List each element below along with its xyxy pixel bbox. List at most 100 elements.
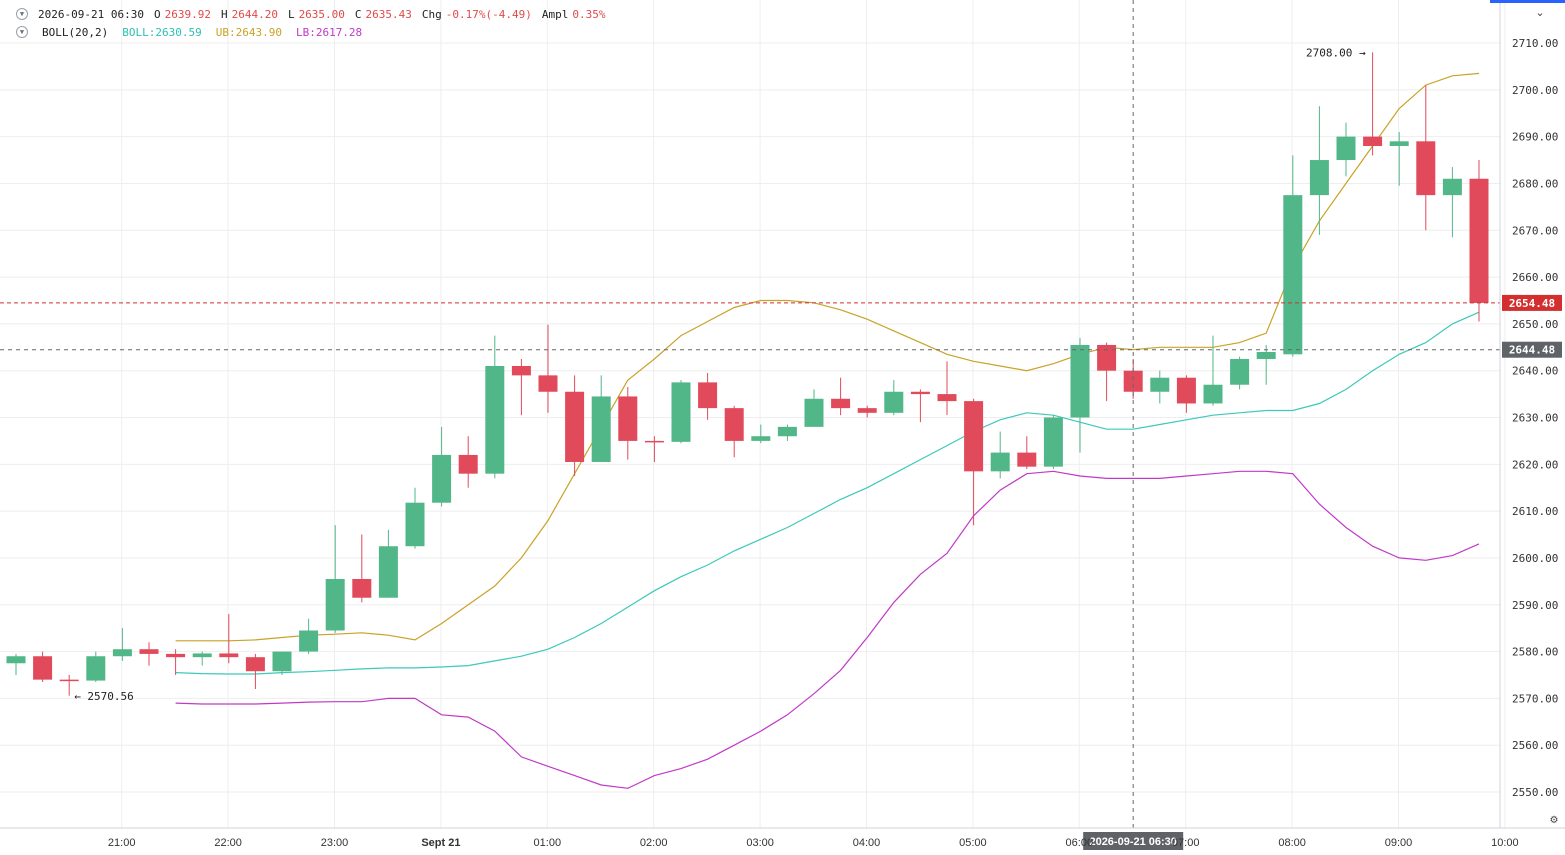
candle-up (1309, 106, 1329, 235)
x-tick-label: 05:00 (959, 837, 987, 849)
candle-body (618, 396, 638, 441)
candle-down (1363, 52, 1383, 156)
chevron-down-icon: ⌄ (1535, 7, 1544, 19)
candle-body (1230, 358, 1250, 385)
candle-body (1176, 377, 1196, 404)
last-price-label: 2654.48 (1509, 297, 1555, 310)
candle-down (831, 377, 851, 416)
candle-body (299, 630, 319, 652)
candle-up (1336, 122, 1356, 177)
x-tick-label: Sept 21 (421, 837, 460, 849)
candle-up (1150, 370, 1170, 404)
y-tick-label: 2600.00 (1512, 552, 1558, 565)
y-tick-label: 2680.00 (1512, 177, 1558, 190)
candle-up (1203, 335, 1223, 406)
candle-down (219, 614, 239, 664)
chevron-down-icon[interactable]: ▼ (16, 8, 28, 20)
header-date: 2026-09-21 06:30 (38, 7, 144, 21)
candle-body (1283, 195, 1303, 355)
candle-body (1416, 141, 1436, 196)
candle-body (751, 436, 771, 441)
candle-body (405, 502, 425, 547)
candle-down (33, 651, 53, 682)
candle-down (1416, 85, 1436, 231)
candle-down (166, 649, 186, 675)
candle-up (990, 431, 1010, 479)
candle-body (485, 366, 505, 474)
candle-body (644, 440, 664, 443)
close-value: 2635.43 (365, 7, 412, 21)
chg-label: Chg (421, 7, 442, 21)
candle-body (698, 382, 718, 409)
boll-lb-value: LB:2617.28 (295, 25, 363, 39)
candle-down (724, 405, 744, 458)
candle-body (112, 649, 132, 657)
low-marker-label: ← 2570.56 (74, 690, 134, 703)
candle-body (139, 649, 159, 654)
candle-up (378, 529, 398, 598)
candle-up (272, 651, 292, 675)
candle-up (299, 618, 319, 654)
grid (0, 0, 1506, 828)
candle-up (777, 424, 797, 441)
candle-up (884, 380, 904, 416)
candle-down (139, 642, 159, 666)
candle-body (352, 579, 372, 598)
y-tick-label: 2560.00 (1512, 739, 1558, 752)
candle-body (6, 656, 26, 664)
candle-down (964, 398, 984, 526)
candle-down (910, 389, 930, 423)
candle-body (671, 382, 691, 442)
candles (6, 52, 1489, 696)
x-tick-label: 04:00 (853, 837, 881, 849)
y-tick-label: 2700.00 (1512, 84, 1558, 97)
candle-body (1097, 344, 1117, 371)
settings-icon: ⚙ (1550, 815, 1559, 826)
x-tick-label: 06:00 (1066, 837, 1094, 849)
y-tick-label: 2590.00 (1512, 599, 1558, 612)
candle-up (671, 380, 691, 444)
candle-body (1017, 452, 1037, 467)
candle-up (86, 651, 106, 682)
candle-down (644, 436, 664, 462)
x-tick-label: 22:00 (214, 837, 242, 849)
candle-body (591, 396, 611, 462)
crosshair-time-label: 2026-09-21 06:30 (1089, 836, 1176, 848)
candle-body (1043, 417, 1063, 467)
x-tick-label: 21:00 (108, 837, 136, 849)
y-tick-label: 2670.00 (1512, 224, 1558, 237)
candle-body (192, 653, 212, 658)
ampl-label: Ampl (541, 7, 569, 21)
candle-body (937, 394, 957, 402)
chg-value: -0.17%(-4.49) (445, 7, 532, 21)
candle-body (831, 398, 851, 409)
indicator-name: BOLL(20,2) (42, 25, 109, 39)
candle-body (59, 679, 79, 682)
boll-mid-value: BOLL:2630.59 (122, 25, 202, 39)
candle-down (698, 373, 718, 420)
y-tick-label: 2650.00 (1512, 318, 1558, 331)
candle-up (1070, 337, 1090, 453)
candle-down (1097, 342, 1117, 402)
candle-down (352, 534, 372, 603)
ampl-value: 0.35% (572, 7, 606, 21)
candle-down (618, 387, 638, 460)
candle-down (937, 361, 957, 416)
x-tick-label: 23:00 (321, 837, 349, 849)
candle-down (511, 358, 531, 416)
chevron-down-icon[interactable]: ▼ (16, 26, 28, 38)
candle-up (112, 628, 132, 661)
candle-body (33, 656, 53, 680)
y-tick-label: 2580.00 (1512, 646, 1558, 659)
bollinger-bands (175, 72, 1480, 789)
candle-body (1123, 370, 1143, 392)
high-label: H (220, 7, 228, 21)
x-tick-label: 01:00 (534, 837, 562, 849)
x-tick-label: 07:00 (1172, 837, 1200, 849)
indicator-header: ▼ BOLL(20,2) BOLL:2630.59 UB:2643.90 LB:… (16, 24, 362, 40)
crosshair-time-tag (1083, 832, 1184, 850)
candle-body (1336, 136, 1356, 161)
candle-body (777, 426, 797, 437)
